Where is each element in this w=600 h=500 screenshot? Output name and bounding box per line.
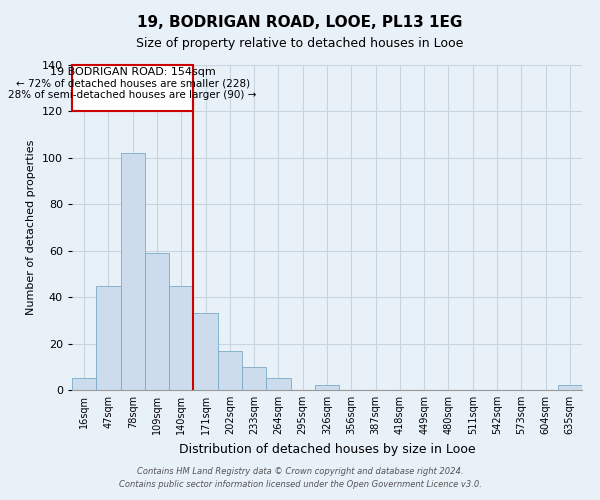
Bar: [218, 350, 242, 390]
Text: 19 BODRIGAN ROAD: 154sqm: 19 BODRIGAN ROAD: 154sqm: [50, 67, 215, 77]
Bar: [72, 378, 96, 390]
Bar: [558, 386, 582, 390]
Bar: [193, 314, 218, 390]
Bar: [73, 65, 193, 112]
Text: 28% of semi-detached houses are larger (90) →: 28% of semi-detached houses are larger (…: [8, 90, 257, 100]
Bar: [169, 286, 193, 390]
Text: 19, BODRIGAN ROAD, LOOE, PL13 1EG: 19, BODRIGAN ROAD, LOOE, PL13 1EG: [137, 15, 463, 30]
Bar: [96, 286, 121, 390]
Bar: [242, 367, 266, 390]
Bar: [145, 253, 169, 390]
Bar: [266, 378, 290, 390]
Bar: [121, 153, 145, 390]
Text: Contains HM Land Registry data © Crown copyright and database right 2024.
Contai: Contains HM Land Registry data © Crown c…: [119, 468, 481, 489]
X-axis label: Distribution of detached houses by size in Looe: Distribution of detached houses by size …: [179, 442, 475, 456]
Bar: [315, 386, 339, 390]
Text: Size of property relative to detached houses in Looe: Size of property relative to detached ho…: [136, 38, 464, 51]
Y-axis label: Number of detached properties: Number of detached properties: [26, 140, 36, 315]
Text: ← 72% of detached houses are smaller (228): ← 72% of detached houses are smaller (22…: [16, 78, 250, 88]
